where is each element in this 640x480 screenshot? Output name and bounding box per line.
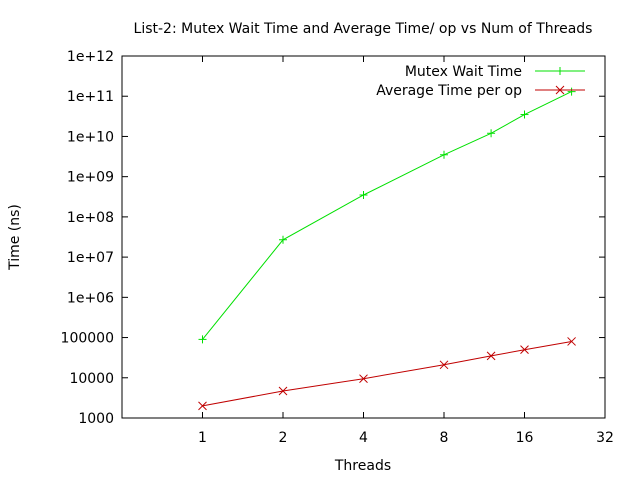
- data-point: [359, 191, 368, 200]
- y-tick-label: 1e+12: [67, 49, 114, 65]
- y-tick-label: 100000: [61, 331, 114, 347]
- y-axis-label: Time (ns): [7, 204, 23, 271]
- y-tick-label: 1e+06: [67, 290, 114, 306]
- data-point: [440, 150, 448, 159]
- data-point: [359, 374, 368, 384]
- y-tick-label: 1e+10: [67, 129, 114, 145]
- data-point: [520, 345, 529, 355]
- data-point: [198, 335, 207, 344]
- legend-marker: [555, 85, 565, 95]
- x-axis-label: Threads: [334, 458, 391, 474]
- y-axis: 1000 10000 100000 1e+06 1e+07 1e+08 1e+09 1e+10…: [61, 49, 605, 427]
- data-point: [486, 351, 496, 361]
- series-line-1: [202, 341, 572, 407]
- y-tick-label: 1e+11: [67, 89, 114, 105]
- x-tick-label: 4: [359, 430, 368, 446]
- series-line-0: [202, 91, 572, 340]
- chart-title: List-2: Mutex Wait Time and Average Time…: [134, 21, 593, 37]
- y-tick-label: 1e+09: [67, 170, 114, 186]
- x-tick-label: 1: [198, 430, 207, 446]
- data-point: [198, 401, 207, 411]
- x-tick-label: 8: [440, 430, 449, 446]
- data-point: [520, 110, 529, 119]
- data-point: [278, 386, 288, 396]
- data-point: [567, 87, 576, 96]
- data-point: [439, 360, 449, 370]
- series-layer: [198, 87, 576, 411]
- y-tick-label: 1e+07: [67, 250, 114, 266]
- x-tick-label: 16: [516, 430, 534, 446]
- legend: Mutex Wait Time Average Time per op: [376, 64, 585, 99]
- legend-label: Mutex Wait Time: [405, 64, 522, 80]
- y-tick-label: 10000: [69, 371, 114, 387]
- legend-marker: [556, 67, 564, 75]
- data-point: [487, 129, 496, 138]
- x-tick-label: 32: [596, 430, 614, 446]
- y-tick-label: 1000: [78, 411, 114, 427]
- x-tick-label: 2: [279, 430, 288, 446]
- y-tick-label: 1e+08: [67, 210, 114, 226]
- x-axis: 1 2 4 8 16 32: [198, 56, 614, 446]
- legend-label: Average Time per op: [376, 83, 522, 99]
- data-point: [279, 235, 287, 244]
- data-point: [567, 337, 576, 346]
